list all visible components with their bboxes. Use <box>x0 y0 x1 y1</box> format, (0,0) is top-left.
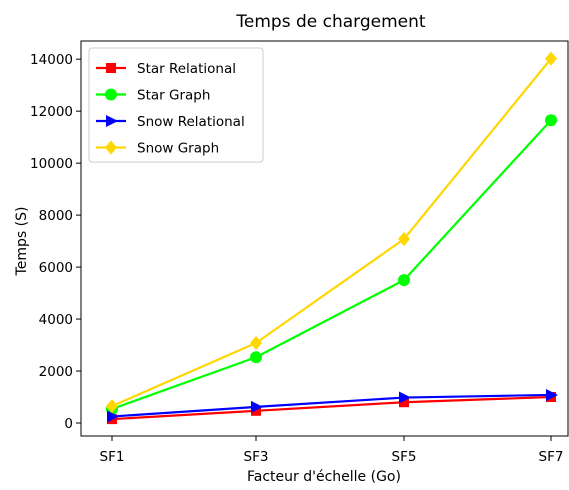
data-point <box>545 114 557 127</box>
data-point <box>107 410 119 423</box>
legend-label: Star Graph <box>137 88 210 104</box>
y-tick-label: 4000 <box>39 312 73 328</box>
data-point <box>251 400 263 413</box>
data-point <box>106 399 118 414</box>
legend: Star Relational Star Graph Snow Relational… <box>88 47 264 163</box>
data-point <box>398 274 410 287</box>
series-line-3 <box>111 57 552 408</box>
chart-title: Temps de chargement <box>235 12 425 32</box>
data-point <box>250 351 262 364</box>
y-tick-label: 2000 <box>39 364 73 380</box>
data-point <box>251 405 261 416</box>
series-line-0 <box>111 395 552 421</box>
x-tick-label: SF5 <box>392 449 417 465</box>
y-axis-label: Temps (S) <box>14 207 30 277</box>
series-group <box>106 51 558 425</box>
legend-label: Snow Relational <box>137 114 245 130</box>
legend-label: Snow Graph <box>137 141 219 157</box>
data-point <box>399 397 409 408</box>
data-point <box>546 388 558 401</box>
legend-marker <box>106 63 116 73</box>
legend-marker <box>105 88 117 101</box>
x-axis: SF1 SF3 SF5 SF7 <box>100 436 564 465</box>
y-tick-label: 12000 <box>30 104 73 120</box>
data-point <box>250 335 262 350</box>
legend-label: Star Relational <box>137 61 236 77</box>
legend-frame <box>88 47 264 163</box>
y-axis: 0 2000 4000 6000 8000 10000 12000 14000 <box>30 52 81 432</box>
data-point <box>399 391 411 404</box>
x-tick-label: SF7 <box>539 449 564 465</box>
x-axis-label: Facteur d'échelle (Go) <box>247 469 401 485</box>
y-tick-label: 14000 <box>30 52 73 68</box>
x-tick-label: SF3 <box>244 449 269 465</box>
series-line-1 <box>111 119 552 411</box>
x-tick-label: SF1 <box>100 449 125 465</box>
data-point <box>545 51 557 66</box>
y-tick-label: 6000 <box>39 260 73 276</box>
data-point <box>398 232 410 247</box>
y-tick-label: 0 <box>64 416 73 432</box>
y-tick-label: 10000 <box>30 156 73 172</box>
legend-marker <box>105 140 117 155</box>
series-line-2 <box>111 393 552 418</box>
legend-marker <box>106 115 118 127</box>
y-tick-label: 8000 <box>39 208 73 224</box>
plot-frame <box>80 40 569 437</box>
